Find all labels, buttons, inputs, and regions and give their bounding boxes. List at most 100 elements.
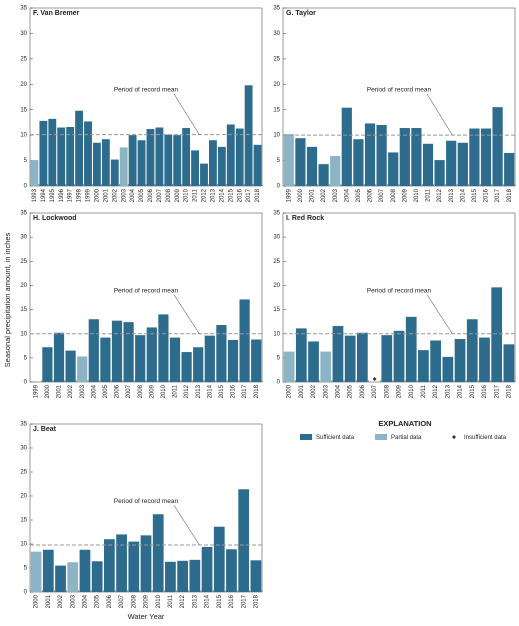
bar — [479, 337, 490, 382]
x-tick-label: 2001 — [299, 384, 305, 398]
x-tick-label: 2002 — [311, 384, 317, 398]
bar — [208, 140, 217, 186]
x-tick-label: 2016 — [482, 384, 488, 398]
x-tick-label: 2014 — [205, 594, 211, 608]
legend-swatch — [300, 434, 312, 440]
bar — [388, 152, 399, 186]
y-tick-label: 15 — [273, 307, 280, 313]
bar — [393, 330, 405, 382]
annotation-leader — [426, 294, 453, 334]
bar — [503, 344, 515, 382]
y-tick-label: 15 — [20, 518, 27, 524]
bar — [182, 128, 191, 186]
x-tick-label: 2018 — [254, 384, 260, 398]
bar — [411, 128, 422, 186]
bar — [111, 320, 123, 382]
bar — [55, 565, 66, 592]
bar — [110, 159, 119, 186]
bar — [320, 351, 332, 382]
bar — [213, 526, 225, 592]
bar — [381, 335, 393, 382]
bar — [65, 350, 76, 382]
bar — [135, 335, 146, 382]
x-tick-label: 2015 — [228, 188, 234, 202]
x-tick-label: 2003 — [121, 188, 127, 202]
bar — [251, 339, 262, 382]
bar — [250, 560, 262, 592]
bar — [123, 322, 134, 382]
panel-title: H. Lockwood — [33, 215, 77, 222]
x-tick-label: 2002 — [321, 188, 327, 202]
bar — [103, 539, 115, 592]
x-tick-label: 2003 — [80, 384, 86, 398]
x-tick-label: 2000 — [34, 594, 40, 608]
y-tick-label: 0 — [24, 184, 28, 190]
bar — [235, 128, 244, 186]
bar — [469, 128, 480, 186]
bar — [446, 140, 457, 186]
bar — [332, 325, 344, 382]
y-tick-label: 10 — [273, 133, 280, 139]
annotation-leader — [173, 505, 200, 546]
bar — [158, 314, 169, 382]
bar — [193, 347, 204, 382]
y-axis-label: Seasonal precipitation amount, in inches — [3, 232, 12, 367]
bar — [244, 85, 253, 186]
x-tick-label: 2000 — [95, 188, 101, 202]
bar — [491, 287, 503, 382]
x-tick-label: 2012 — [184, 384, 190, 398]
panel-title: J. Beat — [33, 426, 57, 433]
bar — [364, 123, 376, 186]
bar — [204, 335, 215, 382]
x-tick-label: 1998 — [77, 188, 83, 202]
x-tick-label: 2018 — [507, 188, 513, 202]
bar — [200, 163, 208, 186]
bar — [239, 299, 250, 382]
x-tick-label: 2002 — [58, 594, 64, 608]
x-tick-label: 2006 — [148, 188, 154, 202]
annotation: Period of record mean — [114, 498, 179, 505]
x-tick-label: 2015 — [470, 384, 476, 398]
bar — [119, 147, 128, 186]
x-tick-label: 2009 — [144, 594, 150, 608]
bar — [128, 135, 137, 186]
x-tick-label: 2006 — [115, 384, 121, 398]
bar — [30, 551, 42, 592]
bar — [422, 143, 434, 186]
x-tick-label: 2014 — [219, 188, 225, 202]
bar — [457, 142, 468, 186]
bar — [189, 559, 201, 592]
x-tick-label: 2004 — [130, 188, 136, 202]
y-tick-label: 5 — [277, 158, 281, 164]
x-tick-label: 2009 — [149, 384, 155, 398]
bar — [53, 332, 65, 382]
y-tick-label: 10 — [20, 133, 27, 139]
bar — [504, 152, 515, 186]
y-tick-label: 0 — [24, 380, 28, 386]
x-tick-label: 1993 — [32, 188, 38, 202]
x-axis-label: Water Year — [128, 612, 165, 621]
y-tick-label: 25 — [20, 56, 27, 62]
y-tick-label: 20 — [20, 283, 27, 289]
bar — [191, 150, 200, 186]
y-tick-label: 5 — [24, 355, 28, 361]
x-tick-label: 2014 — [460, 188, 466, 202]
bar — [418, 350, 429, 382]
panel-title: F. Van Bremer — [33, 10, 80, 17]
x-tick-label: 2015 — [472, 188, 478, 202]
x-tick-label: 2004 — [336, 384, 342, 398]
plot-frame — [29, 212, 263, 383]
x-tick-label: 2004 — [91, 384, 97, 398]
panel: 0 5 10 15 20 25 30 35 1999 2000 2001 2002 2003 2004 20… — [20, 211, 263, 398]
annotation: Period of record mean — [367, 287, 432, 294]
bar — [137, 140, 146, 186]
x-tick-label: 2013 — [211, 188, 217, 202]
x-tick-label: 2012 — [437, 188, 443, 202]
x-tick-label: 2004 — [83, 594, 89, 608]
bar — [480, 128, 492, 186]
y-tick-label: 25 — [20, 470, 27, 476]
x-tick-label: 2007 — [119, 594, 125, 608]
bar — [181, 352, 192, 382]
x-tick-label: 2001 — [46, 594, 52, 608]
bar — [330, 155, 341, 186]
